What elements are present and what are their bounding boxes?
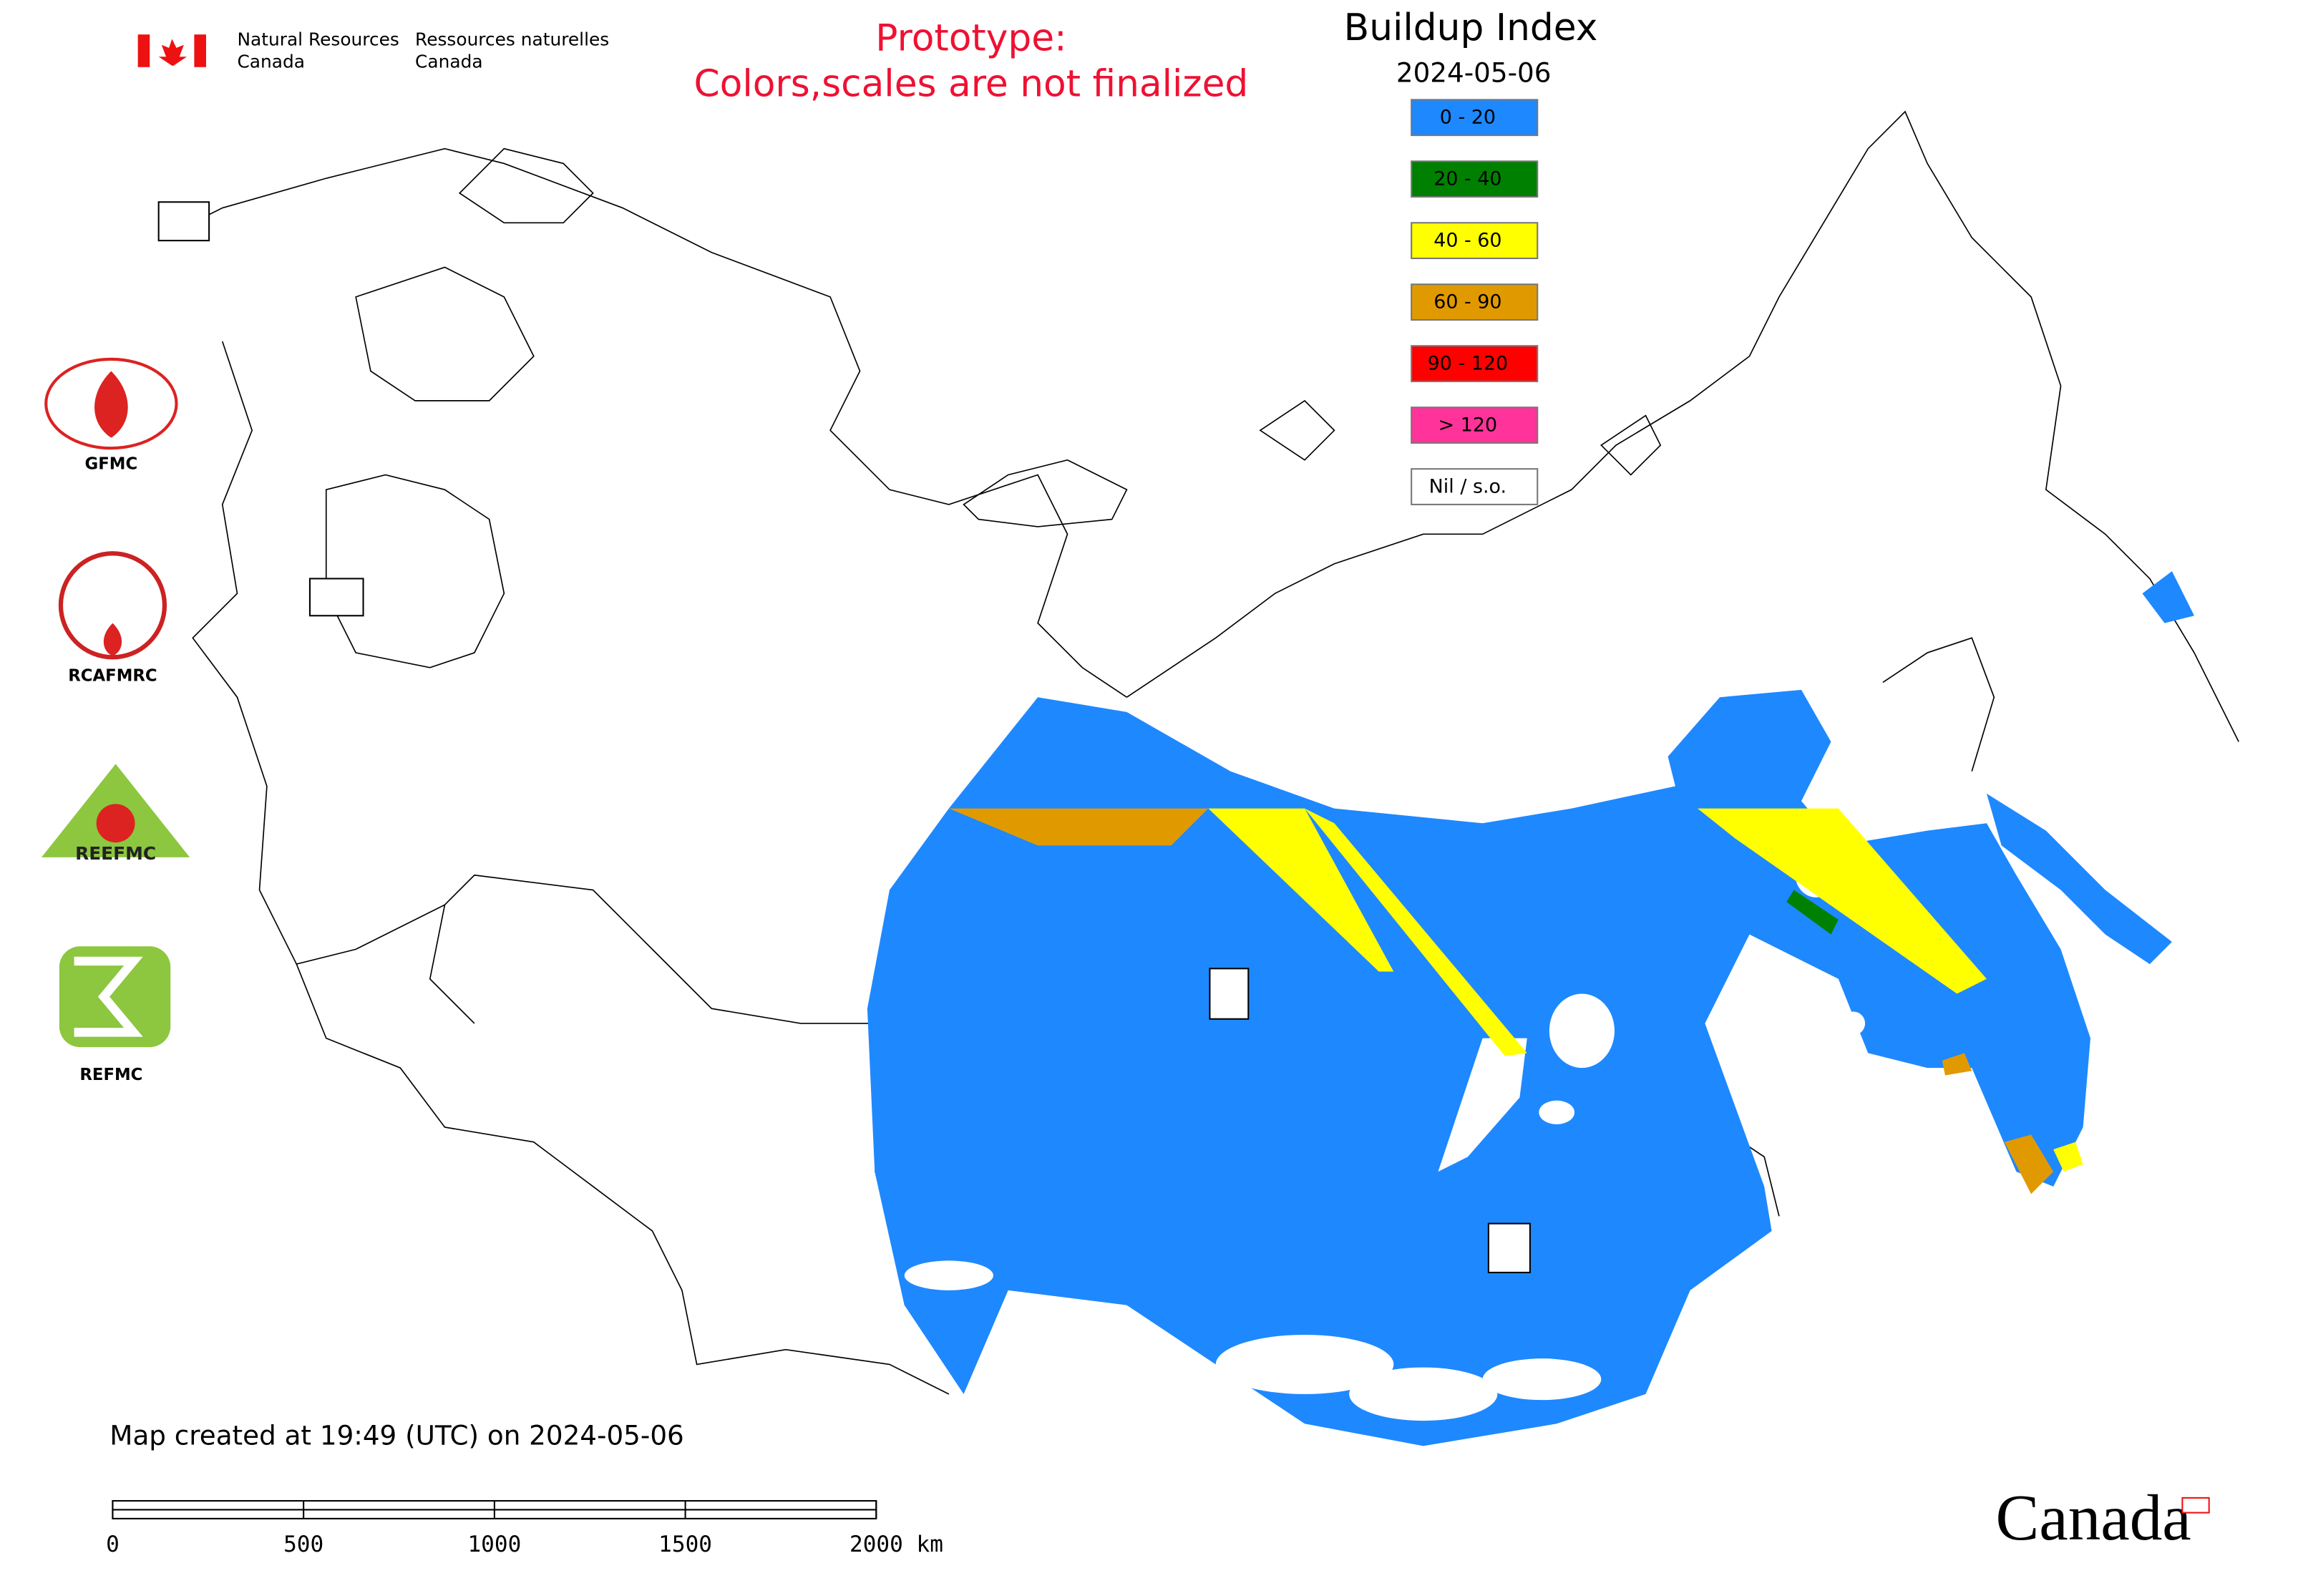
station-icon <box>157 201 210 242</box>
canada-wordmark: Canada <box>1995 1481 2191 1554</box>
patch-60-90 <box>2004 1134 2054 1194</box>
rcafmrc-logo <box>58 551 167 660</box>
legend-swatch <box>1411 222 1539 260</box>
gfmc-logo <box>44 357 178 450</box>
legend-label: 90 - 120 <box>1428 353 1508 375</box>
department-fr: Ressources naturelles <box>415 29 609 49</box>
buildup-index-coverage <box>867 571 2194 1446</box>
logo-label: RCAFMRC <box>68 667 157 686</box>
legend-label: 60 - 90 <box>1433 291 1501 313</box>
wordmark-flag <box>2181 1497 2210 1514</box>
legend-swatch <box>1411 468 1539 505</box>
stripe-40-60 <box>1697 808 1987 994</box>
scale-label: 1500 <box>658 1532 712 1557</box>
sakhalin-region <box>1986 793 2172 965</box>
maple-leaf <box>158 39 188 66</box>
station-icon <box>1487 1222 1531 1274</box>
refmc-logo <box>59 946 171 1048</box>
footer: Map created at 19:49 (UTC) on 2024-05-06… <box>106 1419 2210 1557</box>
notice: Colors,scales are not finalized <box>694 63 1249 106</box>
logo-label: GFMC <box>85 454 138 473</box>
station-icon <box>1209 968 1250 1020</box>
legend-label: 0 - 20 <box>1440 107 1496 129</box>
patch-20-40 <box>1786 890 1839 935</box>
legend-swatch <box>1411 283 1539 321</box>
department-en: Natural Resources <box>237 29 399 49</box>
department-fr: Canada <box>415 52 483 72</box>
patch-60-90 <box>1942 1053 1972 1076</box>
notice: Prototype: <box>875 16 1066 59</box>
stripe-60-90 <box>948 808 1209 846</box>
legend-label: > 120 <box>1438 414 1498 437</box>
legend-swatch <box>1411 345 1539 382</box>
legend-label: 40 - 60 <box>1433 230 1501 252</box>
flag-left <box>137 34 150 67</box>
scale-label: 1000 <box>467 1532 521 1557</box>
logo-label: REEFMC <box>75 843 156 864</box>
scale-label: 2000 km <box>849 1532 943 1557</box>
station-icon <box>308 578 364 617</box>
kamchatka-region <box>2142 571 2194 623</box>
legend: Buildup Index 2024-05-06 0 - 20 20 - 40 40… <box>1344 6 1598 505</box>
scale-label: 500 <box>283 1532 323 1557</box>
legend-swatch <box>1411 407 1539 444</box>
legend-swatch <box>1411 160 1539 198</box>
scale-label: 0 <box>106 1532 120 1557</box>
logos: GFMC RCAFMRC REEFMC REFMC <box>42 201 1531 1274</box>
legend-date: 2024-05-06 <box>1396 57 1552 89</box>
logo-label: REFMC <box>79 1066 142 1084</box>
flag-right <box>194 34 206 67</box>
legend-title: Buildup Index <box>1344 6 1598 49</box>
stripe-40-60 <box>1305 808 1527 1056</box>
legend-label: Nil / s.o. <box>1429 476 1506 498</box>
department-en: Canada <box>237 52 305 72</box>
patch-40-60 <box>2053 1142 2083 1172</box>
legend-label: 20 - 40 <box>1433 168 1501 190</box>
lake-region <box>1542 814 1596 856</box>
legend-swatch <box>1411 99 1539 137</box>
stripe-40-60 <box>1208 808 1394 972</box>
created-note: Map created at 19:49 (UTC) on 2024-05-06 <box>109 1419 683 1451</box>
header: Natural Resources Canada Ressources natu… <box>137 16 1249 106</box>
